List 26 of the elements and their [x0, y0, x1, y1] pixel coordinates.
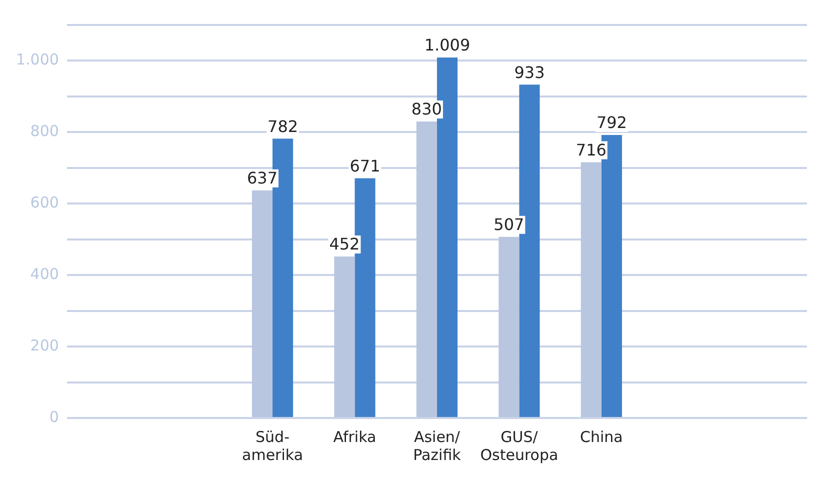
- bar: [580, 162, 602, 417]
- data-label: 933: [514, 62, 545, 82]
- x-tick-label: GUS/ Osteuropa: [480, 428, 558, 464]
- data-label: 830: [411, 100, 442, 119]
- bar: [252, 190, 273, 417]
- x-tick-label: China: [580, 428, 623, 446]
- x-tick-label: Afrika: [333, 428, 376, 446]
- bar: [416, 121, 437, 417]
- x-tick-label: Süd- amerika: [242, 428, 304, 464]
- bar: [334, 256, 355, 417]
- data-label: 1.009: [424, 36, 470, 55]
- data-label: 716: [576, 140, 606, 160]
- y-tick-label: 800: [30, 122, 59, 140]
- y-tick-label: 600: [30, 194, 59, 212]
- data-label: 637: [246, 168, 278, 188]
- data-label: 671: [350, 156, 380, 176]
- y-tick-label: 400: [30, 264, 59, 283]
- y-tick-label: 0: [49, 408, 59, 426]
- data-label: 452: [329, 234, 360, 254]
- y-tick-label: 200: [30, 336, 59, 354]
- data-label: 507: [494, 215, 524, 234]
- x-tick-label: Asien/ Pazifik: [413, 428, 462, 464]
- data-label: 792: [596, 113, 627, 132]
- data-label: 782: [268, 116, 298, 136]
- bar: [498, 236, 520, 417]
- y-tick-label: 1.000: [16, 50, 59, 69]
